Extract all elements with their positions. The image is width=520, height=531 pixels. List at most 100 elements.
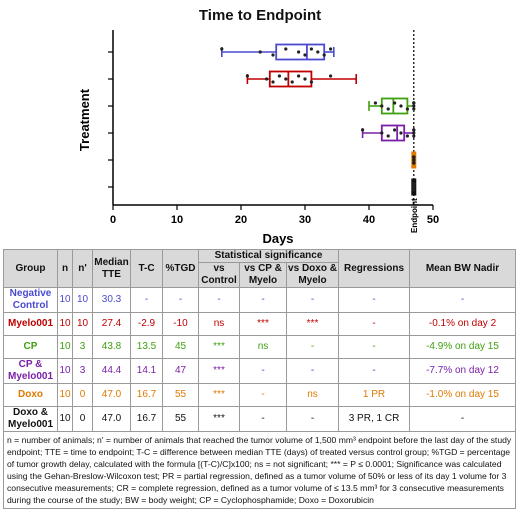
header-tc: T-C xyxy=(130,249,163,288)
vs-cp-myelo-value: - xyxy=(239,358,287,384)
tgd-value: 47 xyxy=(162,358,199,384)
data-point xyxy=(386,107,390,111)
vs-cp-myelo-value: - xyxy=(239,383,287,407)
box-series-0 xyxy=(220,43,335,61)
vs-control-value: *** xyxy=(198,358,240,384)
bw-nadir-value: -1.0% on day 15 xyxy=(409,383,517,407)
n-value: 10 xyxy=(57,383,73,407)
regressions-value: 1 PR xyxy=(338,383,411,407)
vs-doxo-myelo-value: - xyxy=(285,335,340,359)
n-prime-value: 10 xyxy=(72,287,93,313)
table-row: CP & Myelo001 10 3 44.4 14.1 47 *** - - … xyxy=(3,358,517,384)
data-point xyxy=(322,53,326,57)
header-regressions: Regressions xyxy=(338,249,411,288)
header-median-tte: Median TTE xyxy=(92,249,131,288)
statistics-table: Group n n' Median TTE T-C %TGD Statistic… xyxy=(2,249,517,509)
header-statistical-significance: Statistical significance xyxy=(197,249,340,263)
data-point xyxy=(245,74,249,78)
data-point xyxy=(412,101,416,105)
group-name: CP & Myelo001 xyxy=(3,358,58,384)
data-point xyxy=(373,101,377,105)
bw-nadir-value: - xyxy=(409,406,517,432)
data-point xyxy=(399,104,403,108)
data-point xyxy=(386,134,390,138)
data-point xyxy=(297,74,301,78)
n-prime-value: 3 xyxy=(72,358,93,384)
regressions-value: - xyxy=(338,312,411,336)
data-point xyxy=(303,53,307,57)
data-point xyxy=(258,50,262,54)
tc-value: 14.1 xyxy=(130,358,163,384)
x-tick-label: 40 xyxy=(363,214,375,226)
group-name: Myelo001 xyxy=(3,312,58,336)
data-point xyxy=(265,77,269,81)
x-axis-label: Days xyxy=(262,231,293,246)
bw-nadir-value: -4.9% on day 15 xyxy=(409,335,517,359)
x-tick-label: 10 xyxy=(171,214,183,226)
vs-control-value: - xyxy=(198,287,240,313)
table-footnote: n = number of animals; n' = number of an… xyxy=(2,431,517,509)
box-series-1 xyxy=(245,70,358,88)
box-series-2 xyxy=(368,97,416,115)
vs-cp-myelo-value: ns xyxy=(239,335,287,359)
header-vs-doxo-myelo: vs Doxo & Myelo xyxy=(285,262,340,288)
header-n-prime: n' xyxy=(72,249,93,288)
data-point xyxy=(412,185,416,189)
data-point xyxy=(405,134,409,138)
data-point xyxy=(361,128,365,132)
data-point xyxy=(412,134,416,138)
vs-doxo-myelo-value: *** xyxy=(285,312,340,336)
median-tte-value: 47.0 xyxy=(92,383,131,407)
header-vs-control: vs Control xyxy=(198,262,240,288)
tc-value: -2.9 xyxy=(130,312,163,336)
median-tte-value: 30.3 xyxy=(92,287,131,313)
endpoint-label: Endpoint xyxy=(410,198,419,233)
vs-control-value: *** xyxy=(198,335,240,359)
data-point xyxy=(412,155,416,159)
group-name: Doxo xyxy=(3,383,58,407)
box-series-3 xyxy=(361,124,416,142)
n-prime-value: 0 xyxy=(72,406,93,432)
n-value: 10 xyxy=(57,406,73,432)
table-row: Doxo 10 0 47.0 16.7 55 *** - ns 1 PR -1.… xyxy=(3,383,517,407)
tgd-value: 55 xyxy=(162,383,199,407)
regressions-value: - xyxy=(338,335,411,359)
y-axis-label: Treatment xyxy=(77,88,92,151)
data-point xyxy=(412,158,416,162)
data-point xyxy=(271,53,275,57)
footnote-row: n = number of animals; n' = number of an… xyxy=(2,431,517,509)
data-point xyxy=(380,104,384,108)
bw-nadir-value: -7.7% on day 12 xyxy=(409,358,517,384)
tc-value: 16.7 xyxy=(130,383,163,407)
box xyxy=(380,97,409,115)
axes: 0 10 20 30 40 50 Endpoint xyxy=(108,30,439,233)
data-point xyxy=(412,188,416,192)
group-name: CP xyxy=(3,335,58,359)
data-point xyxy=(271,80,275,84)
data-point xyxy=(329,74,333,78)
x-tick-label: 30 xyxy=(299,214,311,226)
vs-doxo-myelo-value: - xyxy=(285,287,340,313)
data-point xyxy=(284,47,288,51)
box xyxy=(268,70,313,88)
data-point xyxy=(277,74,281,78)
median-tte-value: 27.4 xyxy=(92,312,131,336)
data-point xyxy=(393,128,397,132)
group-name: Doxo & Myelo001 xyxy=(3,406,58,432)
data-point xyxy=(290,80,294,84)
table-row: CP 10 3 43.8 13.5 45 *** ns - - -4.9% on… xyxy=(3,335,517,359)
tgd-value: 45 xyxy=(162,335,199,359)
tc-value: - xyxy=(130,287,163,313)
median-tte-value: 47.0 xyxy=(92,406,131,432)
tgd-value: -10 xyxy=(162,312,199,336)
n-value: 10 xyxy=(57,287,73,313)
bw-nadir-value: -0.1% on day 2 xyxy=(409,312,517,336)
group-name: Negative Control xyxy=(3,287,58,313)
table-row: Myelo001 10 10 27.4 -2.9 -10 ns *** *** … xyxy=(3,312,517,336)
bw-nadir-value: - xyxy=(409,287,517,313)
vs-control-value: *** xyxy=(198,406,240,432)
data-point xyxy=(220,47,224,51)
n-prime-value: 3 xyxy=(72,335,93,359)
box-series-5 xyxy=(411,178,417,196)
n-value: 10 xyxy=(57,335,73,359)
